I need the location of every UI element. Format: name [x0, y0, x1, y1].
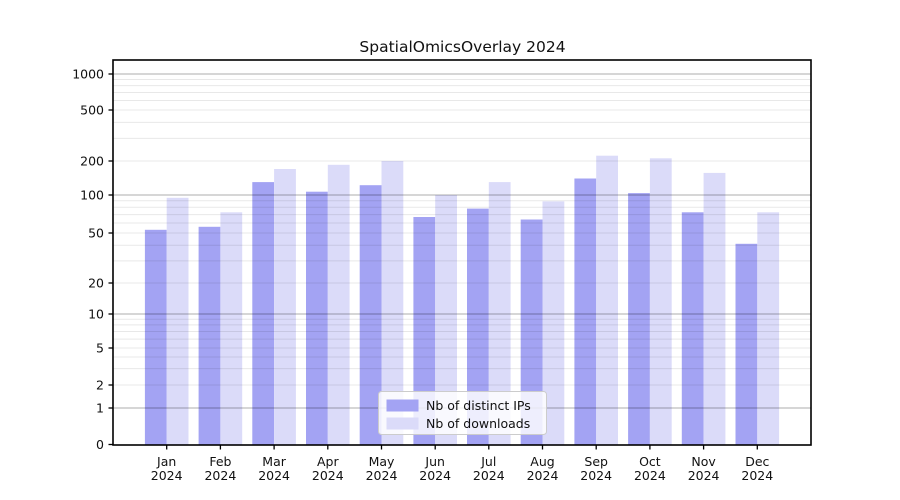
x-tick-label-year: 2024: [366, 468, 398, 483]
bar-nb-of-downloads-jul-2024: [488, 182, 511, 445]
bar-nb-of-downloads-sep-2024: [596, 155, 618, 445]
bar-nb-of-distinct-ips-jan-2024: [144, 229, 167, 445]
chart-title: SpatialOmicsOverlay 2024: [359, 38, 565, 56]
bar-nb-of-downloads-jan-2024: [166, 197, 189, 445]
x-tick-label-month: Oct: [639, 454, 661, 469]
bar-nb-of-downloads-aug-2024: [542, 201, 565, 445]
y-tick-label: 5: [96, 341, 104, 356]
x-tick-label-month: Apr: [317, 454, 339, 469]
x-tick-label-year: 2024: [634, 468, 666, 483]
y-tick-label: 50: [88, 226, 104, 241]
x-tick-label-year: 2024: [151, 468, 183, 483]
y-tick-label: 1000: [72, 67, 104, 82]
y-tick-label: 100: [80, 188, 104, 203]
x-tick-label-year: 2024: [204, 468, 236, 483]
bar-nb-of-distinct-ips-feb-2024: [198, 226, 221, 445]
x-tick-label-year: 2024: [688, 468, 720, 483]
bar-nb-of-distinct-ips-dec-2024: [735, 243, 758, 445]
x-tick-label-month: Nov: [691, 454, 716, 469]
bar-nb-of-distinct-ips-aug-2024: [520, 219, 543, 445]
x-tick-label-year: 2024: [527, 468, 559, 483]
x-tick-label-year: 2024: [741, 468, 773, 483]
bar-nb-of-distinct-ips-oct-2024: [628, 193, 650, 445]
x-tick-label-year: 2024: [312, 468, 344, 483]
legend-box: [378, 391, 547, 435]
bars-layer: [144, 155, 780, 446]
x-tick-label-month: May: [369, 454, 395, 469]
y-tick-label: 1: [96, 401, 104, 416]
bar-nb-of-distinct-ips-sep-2024: [574, 178, 597, 445]
gridlines-layer: [113, 73, 811, 409]
bar-nb-of-downloads-feb-2024: [220, 212, 243, 445]
y-tick-label: 2: [96, 378, 104, 393]
bar-nb-of-downloads-dec-2024: [757, 212, 780, 445]
bar-nb-of-distinct-ips-apr-2024: [306, 191, 328, 445]
x-tick-label-month: Sep: [584, 454, 608, 469]
x-tick-label-year: 2024: [473, 468, 505, 483]
y-tick-label: 200: [80, 154, 104, 169]
y-tick-label: 0: [96, 437, 104, 452]
legend-swatch-nb-of-distinct-ips: [386, 399, 419, 412]
axes-layer: 01251020501002005001000Jan2024Feb2024Mar…: [72, 59, 812, 483]
y-tick-label: 20: [88, 276, 104, 291]
x-tick-label-year: 2024: [580, 468, 612, 483]
x-tick-label-month: Jan: [156, 454, 176, 469]
legend-label-nb-of-downloads: Nb of downloads: [426, 416, 530, 431]
plot-border: [112, 59, 812, 446]
x-tick-label-month: Feb: [209, 454, 231, 469]
bar-nb-of-downloads-may-2024: [381, 161, 404, 445]
x-tick-label-month: Mar: [262, 454, 286, 469]
x-tick-label-month: Jun: [424, 454, 445, 469]
x-tick-label-month: Dec: [745, 454, 769, 469]
bar-nb-of-downloads-apr-2024: [327, 164, 350, 446]
bar-nb-of-downloads-mar-2024: [274, 169, 296, 445]
legend: Nb of distinct IPs Nb of downloads: [378, 391, 547, 435]
y-tick-label: 500: [80, 103, 104, 118]
legend-label-nb-of-distinct-ips: Nb of distinct IPs: [426, 398, 531, 413]
x-tick-label-year: 2024: [419, 468, 451, 483]
x-tick-label-month: Jul: [480, 454, 496, 469]
bar-nb-of-distinct-ips-may-2024: [359, 185, 382, 445]
bar-nb-of-downloads-jun-2024: [435, 195, 457, 445]
bar-nb-of-downloads-nov-2024: [703, 172, 726, 445]
y-tick-label: 10: [88, 307, 104, 322]
bar-nb-of-distinct-ips-mar-2024: [252, 182, 275, 445]
bar-nb-of-distinct-ips-nov-2024: [681, 212, 704, 445]
x-tick-label-year: 2024: [258, 468, 290, 483]
x-tick-label-month: Aug: [530, 454, 554, 469]
bar-nb-of-downloads-oct-2024: [649, 158, 672, 446]
bar-nb-of-distinct-ips-jul-2024: [467, 208, 489, 445]
bar-nb-of-distinct-ips-jun-2024: [413, 217, 436, 445]
legend-swatch-nb-of-downloads: [386, 417, 419, 430]
